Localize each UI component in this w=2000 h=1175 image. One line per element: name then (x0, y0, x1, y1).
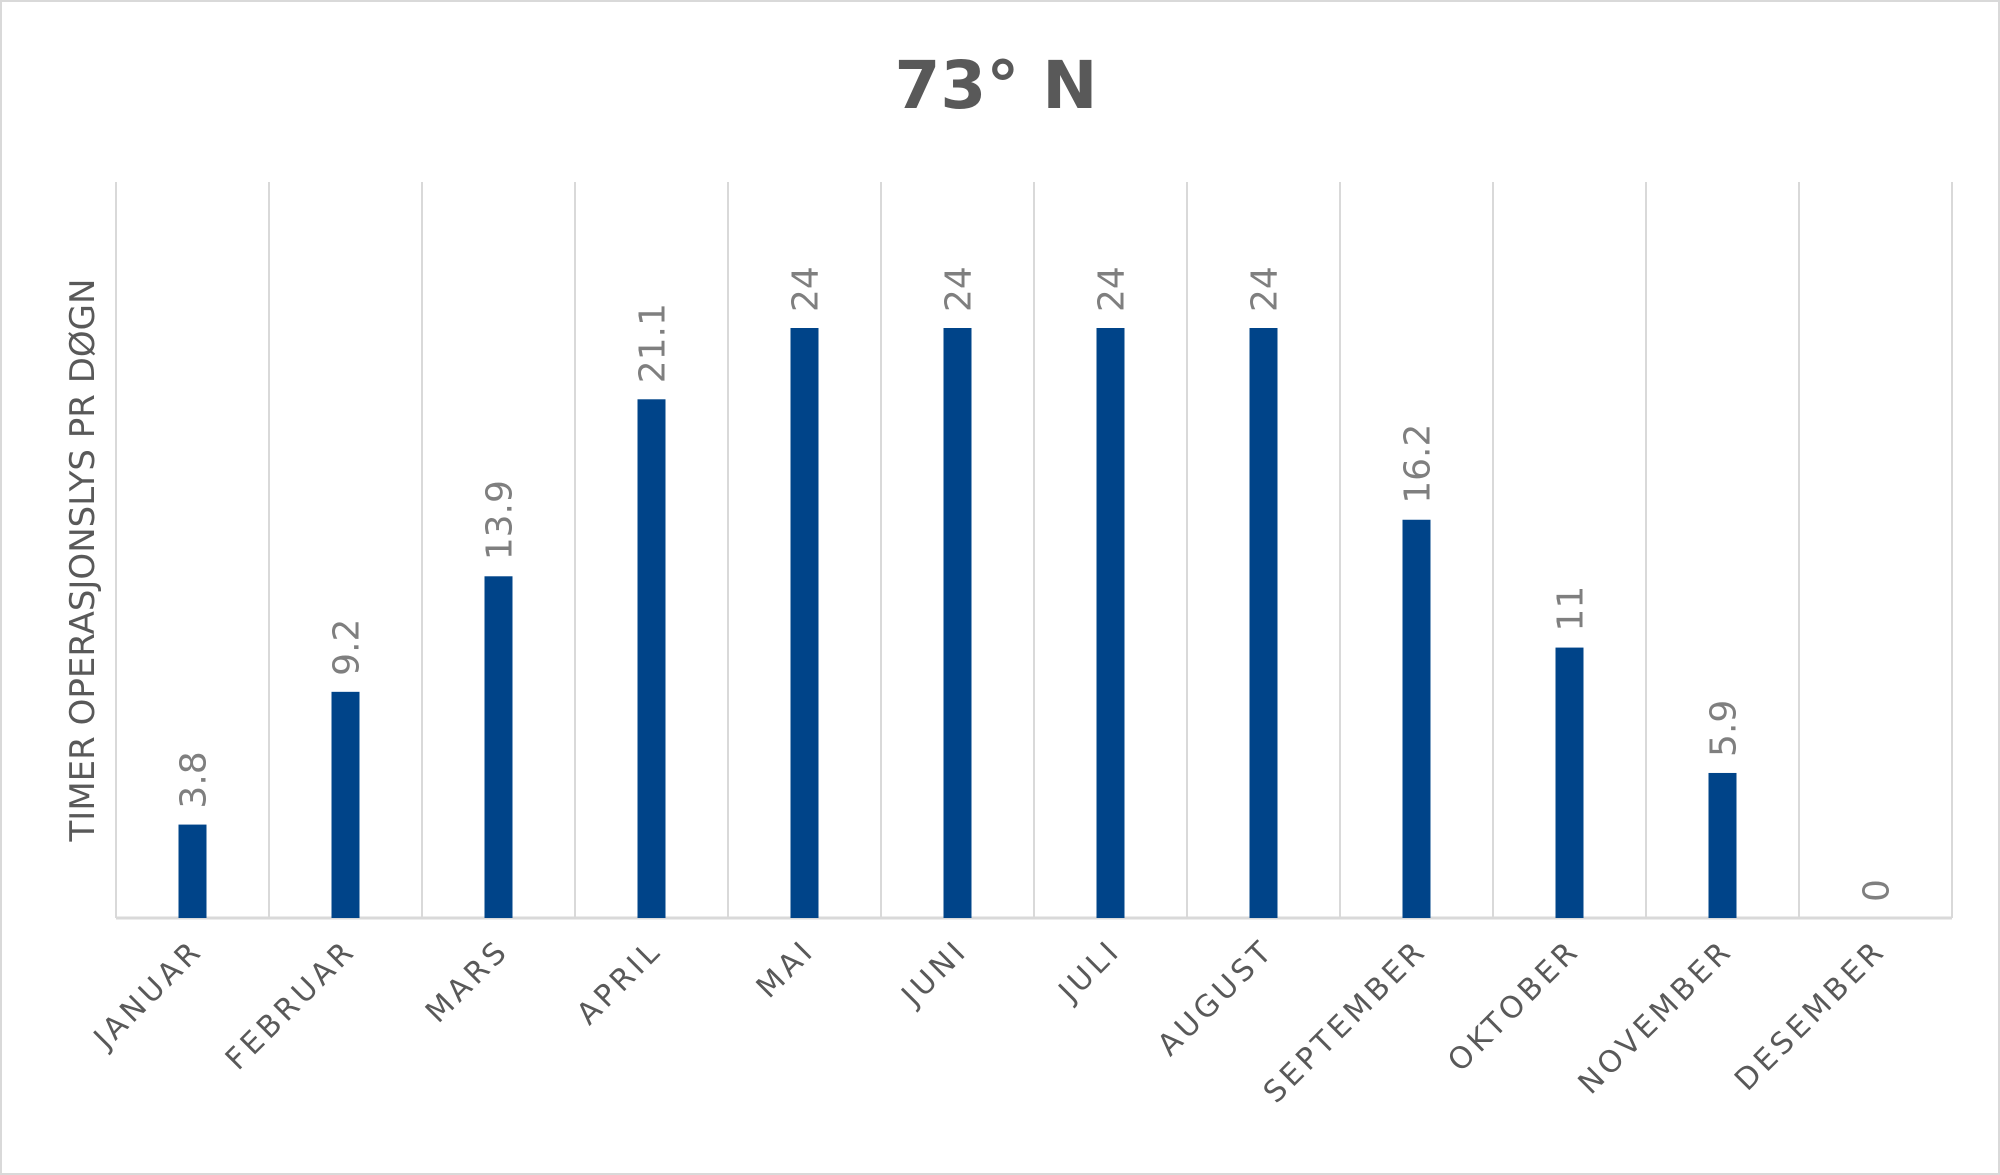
y-axis-label: TIMER OPERASJONSLYS PR DØGN (63, 279, 103, 843)
grid-layer (115, 182, 1953, 920)
category-label-november: NOVEMBER (1572, 933, 1740, 1101)
category-label-mars: MARS (419, 933, 516, 1030)
category-label-januar: JANUAR (86, 933, 210, 1057)
data-label-november: 5.9 (1704, 700, 1745, 757)
bar-august (1249, 328, 1278, 918)
bar-november (1708, 772, 1737, 918)
chart-title: 73° N (894, 47, 1097, 124)
data-label-desember: 0 (1857, 879, 1898, 902)
category-label-februar: FEBRUAR (219, 933, 363, 1077)
data-label-juni: 24 (939, 266, 980, 312)
bar-februar (331, 691, 360, 918)
data-label-mai: 24 (786, 266, 827, 312)
data-label-september: 16.2 (1398, 424, 1439, 504)
data-label-februar: 9.2 (327, 619, 368, 676)
bar-januar (178, 824, 207, 918)
category-label-mai: MAI (750, 933, 822, 1005)
bar-mars (484, 576, 513, 918)
category-label-august: AUGUST (1151, 933, 1281, 1063)
data-label-april: 21.1 (633, 303, 674, 383)
data-label-mars: 13.9 (480, 480, 521, 560)
category-label-juli: JULI (1051, 933, 1128, 1010)
bar-mai (790, 328, 819, 918)
bar-april (637, 399, 666, 919)
bar-juni (943, 328, 972, 918)
bar-juli (1096, 328, 1125, 918)
category-label-juni: JUNI (894, 933, 975, 1014)
bar-layer (178, 328, 1737, 919)
data-label-oktober: 11 (1551, 586, 1592, 632)
data-label-januar: 3.8 (174, 751, 215, 808)
data-label-layer: 3.8 9.2 13.9 21.1 24 24 24 24 16.2 11 5.9 0 (174, 266, 1898, 902)
data-label-august: 24 (1245, 266, 1286, 312)
category-label-desember: DESEMBER (1728, 933, 1893, 1098)
data-label-juli: 24 (1092, 266, 1133, 312)
bar-september (1402, 519, 1431, 918)
bar-oktober (1555, 647, 1584, 918)
category-label-oktober: OKTOBER (1441, 933, 1587, 1079)
category-label-september: SEPTEMBER (1257, 933, 1434, 1110)
category-label-april: APRIL (570, 933, 669, 1032)
category-label-layer: JANUAR FEBRUAR MARS APRIL MAI JUNI JULI AUGUSTS… (86, 933, 1893, 1110)
